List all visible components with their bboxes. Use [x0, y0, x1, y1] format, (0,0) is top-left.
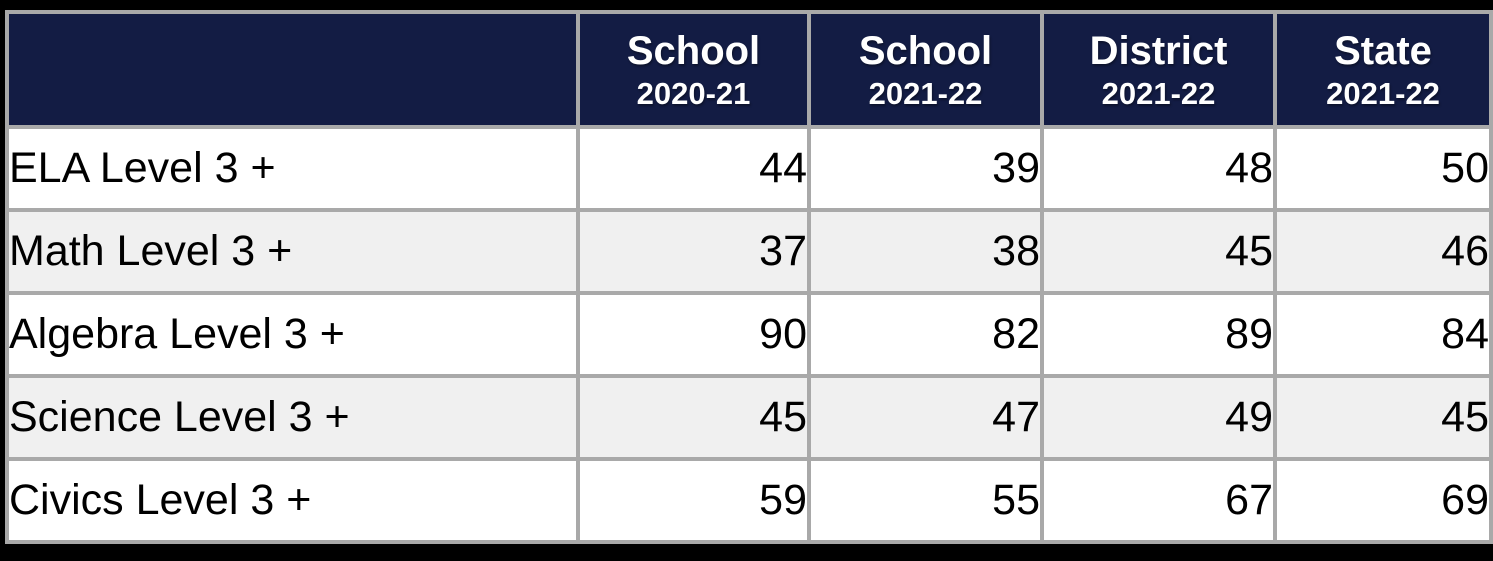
- header-cell-state-2021-22: State 2021-22: [1273, 10, 1493, 129]
- row-label: Math Level 3 +: [5, 208, 580, 295]
- row-label: Civics Level 3 +: [5, 457, 580, 544]
- data-cell: 49: [1040, 374, 1277, 461]
- header-cell-blank: [5, 10, 580, 129]
- data-cell: 59: [576, 457, 811, 544]
- assessment-scores-table: School 2020-21 School 2021-22 District 2…: [5, 10, 1493, 544]
- header-sublabel: 2021-22: [1101, 75, 1216, 111]
- row-label: Algebra Level 3 +: [5, 291, 580, 378]
- table-row-math: Math Level 3 + 37 38 45 46: [5, 208, 1493, 295]
- header-sublabel: 2021-22: [868, 75, 983, 111]
- data-cell: 82: [807, 291, 1044, 378]
- data-cell: 45: [1040, 208, 1277, 295]
- table-row-ela: ELA Level 3 + 44 39 48 50: [5, 125, 1493, 212]
- data-cell: 55: [807, 457, 1044, 544]
- header-cell-district-2021-22: District 2021-22: [1040, 10, 1277, 129]
- header-row: School 2020-21 School 2021-22 District 2…: [5, 10, 1493, 129]
- table-header: School 2020-21 School 2021-22 District 2…: [5, 10, 1493, 129]
- data-cell: 90: [576, 291, 811, 378]
- header-cell-school-2020-21: School 2020-21: [576, 10, 811, 129]
- data-cell: 45: [1273, 374, 1493, 461]
- header-sublabel: 2020-21: [636, 75, 751, 111]
- header-sublabel: 2021-22: [1326, 75, 1440, 111]
- row-label: Science Level 3 +: [5, 374, 580, 461]
- table-row-algebra: Algebra Level 3 + 90 82 89 84: [5, 291, 1493, 378]
- header-label: School: [626, 28, 761, 73]
- table-body: ELA Level 3 + 44 39 48 50 Math Level 3 +…: [5, 125, 1493, 544]
- data-cell: 45: [576, 374, 811, 461]
- data-cell: 46: [1273, 208, 1493, 295]
- data-cell: 48: [1040, 125, 1277, 212]
- data-cell: 67: [1040, 457, 1277, 544]
- table-row-civics: Civics Level 3 + 59 55 67 69: [5, 457, 1493, 544]
- data-cell: 47: [807, 374, 1044, 461]
- header-cell-school-2021-22: School 2021-22: [807, 10, 1044, 129]
- header-label: State: [1334, 28, 1432, 73]
- header-label: School: [858, 28, 993, 73]
- data-cell: 39: [807, 125, 1044, 212]
- header-label: District: [1089, 28, 1228, 73]
- data-cell: 44: [576, 125, 811, 212]
- data-cell: 50: [1273, 125, 1493, 212]
- data-cell: 84: [1273, 291, 1493, 378]
- data-cell: 89: [1040, 291, 1277, 378]
- row-label: ELA Level 3 +: [5, 125, 580, 212]
- data-cell: 69: [1273, 457, 1493, 544]
- table-row-science: Science Level 3 + 45 47 49 45: [5, 374, 1493, 461]
- data-cell: 37: [576, 208, 811, 295]
- table-frame: School 2020-21 School 2021-22 District 2…: [5, 10, 1493, 544]
- data-cell: 38: [807, 208, 1044, 295]
